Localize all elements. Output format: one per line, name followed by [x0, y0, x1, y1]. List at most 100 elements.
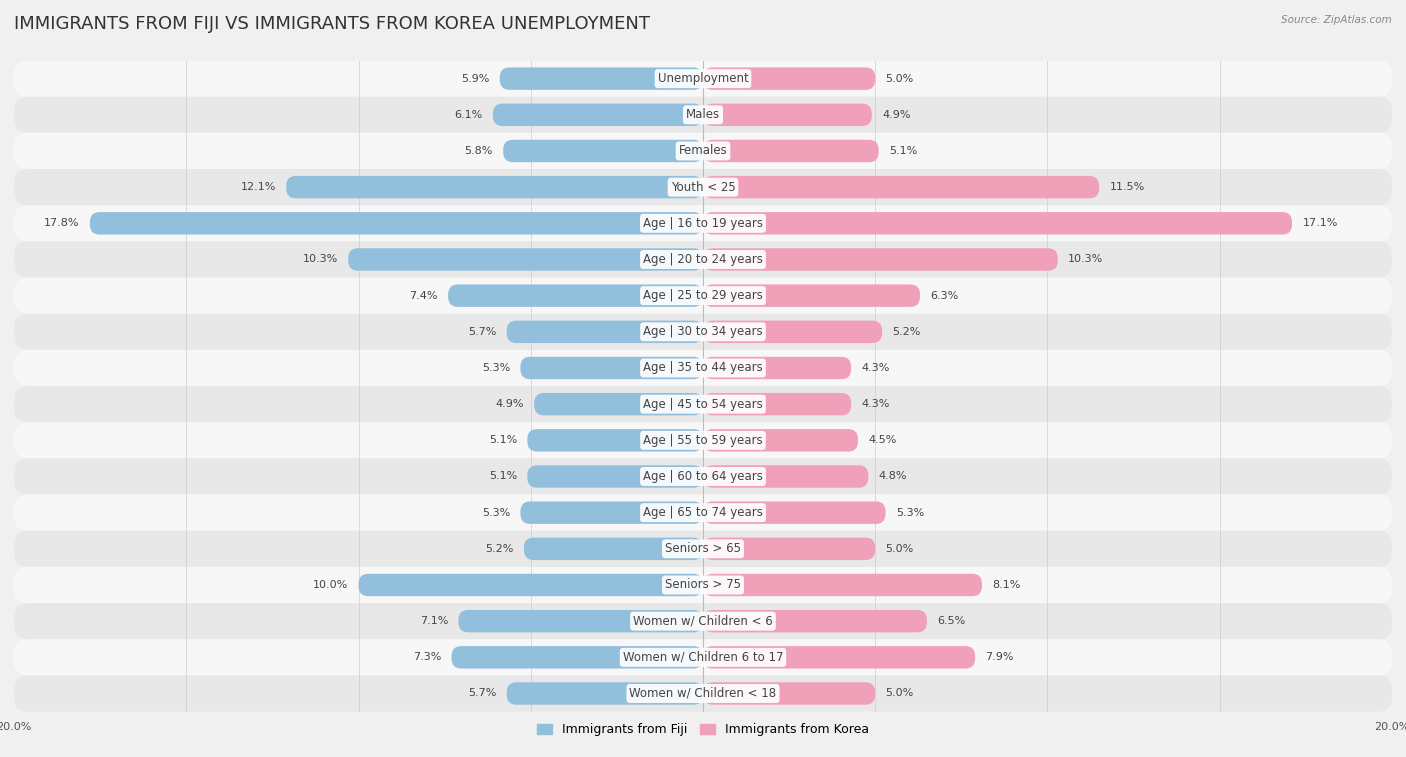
Text: 5.1%: 5.1%: [489, 435, 517, 445]
Text: Unemployment: Unemployment: [658, 72, 748, 85]
FancyBboxPatch shape: [14, 567, 1392, 603]
FancyBboxPatch shape: [703, 574, 981, 597]
Text: 4.9%: 4.9%: [882, 110, 911, 120]
FancyBboxPatch shape: [14, 97, 1392, 133]
FancyBboxPatch shape: [451, 646, 703, 668]
FancyBboxPatch shape: [703, 429, 858, 451]
FancyBboxPatch shape: [14, 639, 1392, 675]
Text: Women w/ Children < 18: Women w/ Children < 18: [630, 687, 776, 700]
Text: 7.1%: 7.1%: [420, 616, 449, 626]
Text: 5.8%: 5.8%: [464, 146, 494, 156]
Text: 4.5%: 4.5%: [869, 435, 897, 445]
FancyBboxPatch shape: [14, 603, 1392, 639]
FancyBboxPatch shape: [14, 675, 1392, 712]
Text: Age | 16 to 19 years: Age | 16 to 19 years: [643, 217, 763, 230]
FancyBboxPatch shape: [703, 466, 869, 488]
FancyBboxPatch shape: [703, 212, 1292, 235]
FancyBboxPatch shape: [14, 459, 1392, 494]
FancyBboxPatch shape: [14, 313, 1392, 350]
Text: 5.7%: 5.7%: [468, 689, 496, 699]
Legend: Immigrants from Fiji, Immigrants from Korea: Immigrants from Fiji, Immigrants from Ko…: [531, 718, 875, 741]
Text: Age | 65 to 74 years: Age | 65 to 74 years: [643, 506, 763, 519]
Text: 10.3%: 10.3%: [1069, 254, 1104, 264]
FancyBboxPatch shape: [14, 241, 1392, 278]
Text: 7.9%: 7.9%: [986, 653, 1014, 662]
FancyBboxPatch shape: [90, 212, 703, 235]
FancyBboxPatch shape: [449, 285, 703, 307]
FancyBboxPatch shape: [499, 67, 703, 90]
Text: 5.7%: 5.7%: [468, 327, 496, 337]
FancyBboxPatch shape: [14, 205, 1392, 241]
FancyBboxPatch shape: [703, 357, 851, 379]
Text: 4.9%: 4.9%: [495, 399, 524, 409]
Text: 5.2%: 5.2%: [893, 327, 921, 337]
Text: 10.0%: 10.0%: [314, 580, 349, 590]
Text: 5.1%: 5.1%: [489, 472, 517, 481]
FancyBboxPatch shape: [703, 646, 976, 668]
Text: 11.5%: 11.5%: [1109, 182, 1144, 192]
FancyBboxPatch shape: [527, 429, 703, 451]
Text: 4.3%: 4.3%: [862, 399, 890, 409]
Text: 5.0%: 5.0%: [886, 73, 914, 83]
Text: Youth < 25: Youth < 25: [671, 181, 735, 194]
Text: Age | 45 to 54 years: Age | 45 to 54 years: [643, 397, 763, 410]
FancyBboxPatch shape: [506, 321, 703, 343]
Text: 6.1%: 6.1%: [454, 110, 482, 120]
Text: 4.3%: 4.3%: [862, 363, 890, 373]
FancyBboxPatch shape: [14, 494, 1392, 531]
FancyBboxPatch shape: [14, 386, 1392, 422]
FancyBboxPatch shape: [14, 531, 1392, 567]
Text: 5.9%: 5.9%: [461, 73, 489, 83]
FancyBboxPatch shape: [703, 104, 872, 126]
Text: 7.4%: 7.4%: [409, 291, 437, 301]
FancyBboxPatch shape: [503, 140, 703, 162]
FancyBboxPatch shape: [458, 610, 703, 632]
FancyBboxPatch shape: [703, 248, 1057, 271]
FancyBboxPatch shape: [524, 537, 703, 560]
Text: 5.3%: 5.3%: [482, 508, 510, 518]
Text: Age | 20 to 24 years: Age | 20 to 24 years: [643, 253, 763, 266]
FancyBboxPatch shape: [527, 466, 703, 488]
Text: 5.3%: 5.3%: [482, 363, 510, 373]
FancyBboxPatch shape: [349, 248, 703, 271]
Text: 6.5%: 6.5%: [938, 616, 966, 626]
FancyBboxPatch shape: [703, 537, 875, 560]
Text: 10.3%: 10.3%: [302, 254, 337, 264]
Text: 12.1%: 12.1%: [240, 182, 276, 192]
Text: 5.0%: 5.0%: [886, 544, 914, 554]
Text: 5.0%: 5.0%: [886, 689, 914, 699]
FancyBboxPatch shape: [14, 133, 1392, 169]
Text: Age | 25 to 29 years: Age | 25 to 29 years: [643, 289, 763, 302]
FancyBboxPatch shape: [494, 104, 703, 126]
FancyBboxPatch shape: [359, 574, 703, 597]
FancyBboxPatch shape: [703, 610, 927, 632]
Text: 7.3%: 7.3%: [413, 653, 441, 662]
Text: Women w/ Children < 6: Women w/ Children < 6: [633, 615, 773, 628]
FancyBboxPatch shape: [703, 501, 886, 524]
FancyBboxPatch shape: [703, 176, 1099, 198]
Text: 5.3%: 5.3%: [896, 508, 924, 518]
Text: Age | 55 to 59 years: Age | 55 to 59 years: [643, 434, 763, 447]
Text: Women w/ Children 6 to 17: Women w/ Children 6 to 17: [623, 651, 783, 664]
Text: 4.8%: 4.8%: [879, 472, 907, 481]
Text: 17.1%: 17.1%: [1302, 218, 1337, 229]
Text: Seniors > 65: Seniors > 65: [665, 542, 741, 556]
Text: IMMIGRANTS FROM FIJI VS IMMIGRANTS FROM KOREA UNEMPLOYMENT: IMMIGRANTS FROM FIJI VS IMMIGRANTS FROM …: [14, 15, 650, 33]
FancyBboxPatch shape: [703, 682, 875, 705]
Text: Age | 60 to 64 years: Age | 60 to 64 years: [643, 470, 763, 483]
FancyBboxPatch shape: [703, 67, 875, 90]
FancyBboxPatch shape: [703, 393, 851, 416]
Text: Males: Males: [686, 108, 720, 121]
Text: 6.3%: 6.3%: [931, 291, 959, 301]
FancyBboxPatch shape: [14, 350, 1392, 386]
Text: Age | 35 to 44 years: Age | 35 to 44 years: [643, 362, 763, 375]
FancyBboxPatch shape: [14, 169, 1392, 205]
Text: 5.2%: 5.2%: [485, 544, 513, 554]
FancyBboxPatch shape: [703, 321, 882, 343]
Text: 8.1%: 8.1%: [993, 580, 1021, 590]
FancyBboxPatch shape: [506, 682, 703, 705]
FancyBboxPatch shape: [703, 285, 920, 307]
Text: 17.8%: 17.8%: [44, 218, 80, 229]
Text: Age | 30 to 34 years: Age | 30 to 34 years: [643, 326, 763, 338]
Text: Source: ZipAtlas.com: Source: ZipAtlas.com: [1281, 15, 1392, 25]
